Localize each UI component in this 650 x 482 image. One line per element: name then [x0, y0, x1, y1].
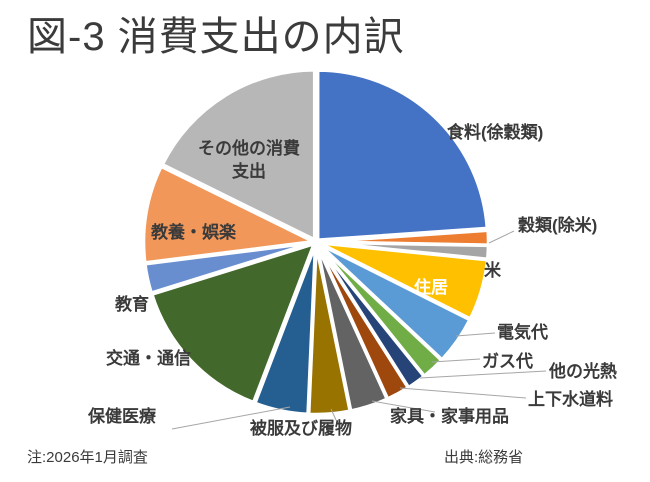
pie-slice-15 [160, 68, 317, 242]
transport-label: 交通・通信 [106, 349, 191, 368]
pie-slice-1 [315, 68, 490, 242]
water-label: 上下水道料 [528, 390, 613, 409]
electricity-label: 電気代 [497, 323, 548, 342]
leader-line [431, 358, 481, 363]
other-heating-label: 他の光熱 [549, 362, 617, 381]
gas-label: ガス代 [482, 352, 533, 371]
grains-label: 穀類(除米) [518, 216, 598, 235]
clothing-label: 被服及び履物 [250, 419, 352, 438]
chart-title: 図-3 消費支出の内訳 [27, 15, 405, 59]
leader-line [371, 400, 436, 413]
rice-label: 米 [484, 261, 501, 280]
leader-line [419, 370, 547, 379]
leader-line [399, 387, 527, 399]
medical-label: 保健医療 [88, 407, 156, 426]
pie-slice-14 [141, 164, 316, 265]
other-expenditure-label: その他の消費支出 [198, 139, 300, 181]
education-label: 教育 [115, 295, 149, 314]
leader-line [171, 406, 291, 430]
pie-slice-12 [150, 241, 316, 405]
recreation-label: 教養・娯楽 [151, 223, 236, 242]
furniture-label: 家具・家事用品 [390, 407, 509, 426]
leader-line [330, 408, 337, 421]
housing-label: 住居 [414, 278, 448, 297]
source-note: 出典:総務省 [444, 449, 524, 466]
food-label: 食料(徐穀類) [447, 123, 544, 142]
leader-line [455, 332, 496, 337]
survey-note: 注:2026年1月調査 [27, 449, 148, 466]
leader-line [488, 230, 515, 244]
